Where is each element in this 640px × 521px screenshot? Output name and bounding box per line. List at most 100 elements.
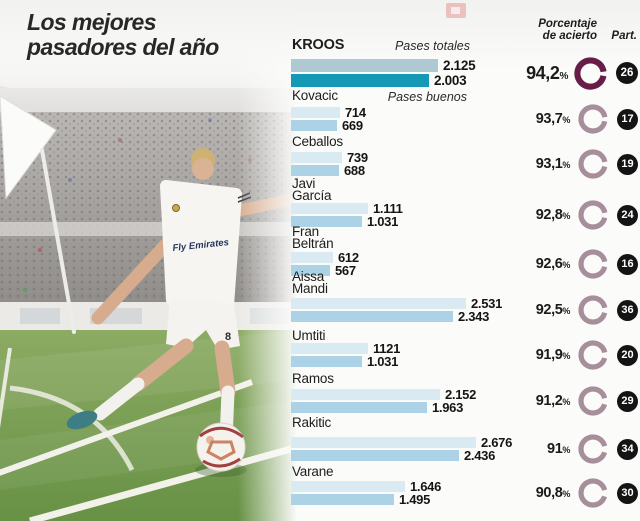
accuracy-donut-icon (578, 386, 608, 416)
participation-badge: 30 (617, 482, 638, 504)
participation-badge: 19 (617, 153, 638, 175)
accuracy-value: 91,2% (535, 393, 571, 409)
total-passes-value: 2.531 (471, 296, 503, 311)
total-passes-bar (291, 343, 368, 354)
total-passes-value: 2.676 (481, 435, 513, 450)
page-title-line1: Los mejores (27, 9, 157, 35)
total-passes-value: 1.646 (410, 479, 442, 494)
good-passes-value: 567 (335, 263, 356, 278)
participation-badge: 20 (617, 344, 638, 366)
accuracy-donut-icon (578, 104, 608, 134)
accuracy-donut-icon (578, 295, 608, 325)
total-passes-value: 612 (338, 250, 359, 265)
total-passes-bar (291, 203, 368, 214)
accuracy-value: 90,8% (535, 485, 571, 501)
page-title: Los mejores pasadores del año (27, 10, 219, 60)
good-passes-value: 2.436 (464, 448, 496, 463)
player-name: Aissa Mandi (292, 269, 328, 296)
good-passes-value: 669 (342, 118, 363, 133)
good-passes-value: 1.031 (367, 354, 399, 369)
accuracy-value: 91% (547, 441, 570, 457)
total-passes-bar (291, 59, 438, 72)
shirt-number: 8 (225, 331, 231, 343)
good-passes-bar (291, 494, 394, 505)
player-name: KROOS (292, 37, 345, 53)
participation-badge: 24 (617, 204, 638, 226)
accuracy-column-header: Porcentaje de acierto (538, 18, 597, 42)
total-passes-bar (291, 107, 340, 118)
participation-badge: 17 (617, 108, 638, 130)
participation-badge: 34 (617, 438, 638, 460)
good-passes-bar (291, 74, 429, 87)
accuracy-donut-icon (578, 200, 608, 230)
good-passes-bar (291, 216, 362, 227)
good-passes-value: 2.343 (458, 309, 490, 324)
jersey-crest (172, 204, 180, 212)
total-passes-bar (291, 252, 333, 263)
accuracy-donut-icon (578, 340, 608, 370)
good-passes-bar (291, 356, 362, 367)
accuracy-value: 93,1% (535, 156, 571, 172)
player-name: Varane (292, 464, 334, 479)
accuracy-value: 94,2% (526, 62, 568, 83)
good-passes-value: 2.003 (434, 73, 467, 88)
total-passes-bar (291, 481, 405, 492)
accuracy-value: 92,8% (535, 207, 571, 223)
total-passes-value: 1121 (373, 341, 401, 356)
accuracy-donut-icon (578, 478, 608, 508)
good-passes-value: 688 (344, 163, 365, 178)
participation-badge: 36 (617, 299, 638, 321)
player-name: Rakitic (292, 415, 332, 430)
total-passes-value: 1.111 (373, 201, 403, 216)
total-passes-value: 739 (347, 150, 368, 165)
player-head (192, 158, 214, 180)
total-passes-bar (291, 298, 466, 309)
page-title-line2: pasadores del año (27, 34, 219, 60)
good-passes-bar (291, 450, 459, 461)
accuracy-donut-icon (574, 56, 607, 90)
player-name: Umtiti (292, 328, 326, 343)
player-name: Ramos (292, 371, 334, 386)
corner-flag (0, 95, 57, 200)
photo-fade (0, 0, 302, 108)
good-passes-bar (291, 265, 330, 276)
accuracy-value: 92,5% (535, 302, 571, 318)
accuracy-value: 91,9% (535, 347, 571, 363)
good-passes-value: 1.963 (432, 400, 464, 415)
legend-good-passes: Pases buenos (387, 90, 467, 104)
top-wash (0, 0, 640, 70)
good-passes-bar (291, 120, 337, 131)
left-boot (66, 410, 98, 430)
accuracy-donut-icon (578, 249, 608, 279)
total-passes-value: 2.125 (443, 58, 476, 73)
participation-badge: 29 (617, 390, 638, 412)
player-name: Kovacic (292, 88, 338, 103)
player-name: Javi García (292, 176, 332, 203)
player-figure: Fly Emirates 8 (66, 148, 296, 458)
total-passes-value: 2.152 (445, 387, 477, 402)
good-passes-bar (291, 311, 453, 322)
legend-total-passes: Pases totales (394, 39, 470, 53)
pitch-line (0, 347, 12, 429)
pitch-line (0, 379, 254, 476)
corner-flag-pole (40, 148, 76, 334)
total-passes-bar (291, 389, 440, 400)
faint-broadcast-logo (446, 3, 466, 18)
accuracy-donut-icon (578, 149, 608, 179)
player-name: Ceballos (292, 134, 343, 149)
total-passes-bar (291, 152, 342, 163)
player-name: Fran Beltrán (292, 224, 334, 251)
accuracy-donut-icon (578, 434, 608, 464)
good-passes-bar (291, 165, 339, 176)
good-passes-value: 1.031 (367, 214, 399, 229)
player-shorts (166, 298, 240, 350)
participation-badge: 26 (616, 62, 638, 84)
good-passes-bar (291, 402, 427, 413)
good-passes-value: 1.495 (399, 492, 431, 507)
accuracy-value: 92,6% (535, 256, 571, 272)
total-passes-value: 714 (345, 105, 366, 120)
participation-column-header: Part. (611, 30, 637, 42)
accuracy-value: 93,7% (535, 111, 571, 127)
total-passes-bar (291, 437, 476, 448)
